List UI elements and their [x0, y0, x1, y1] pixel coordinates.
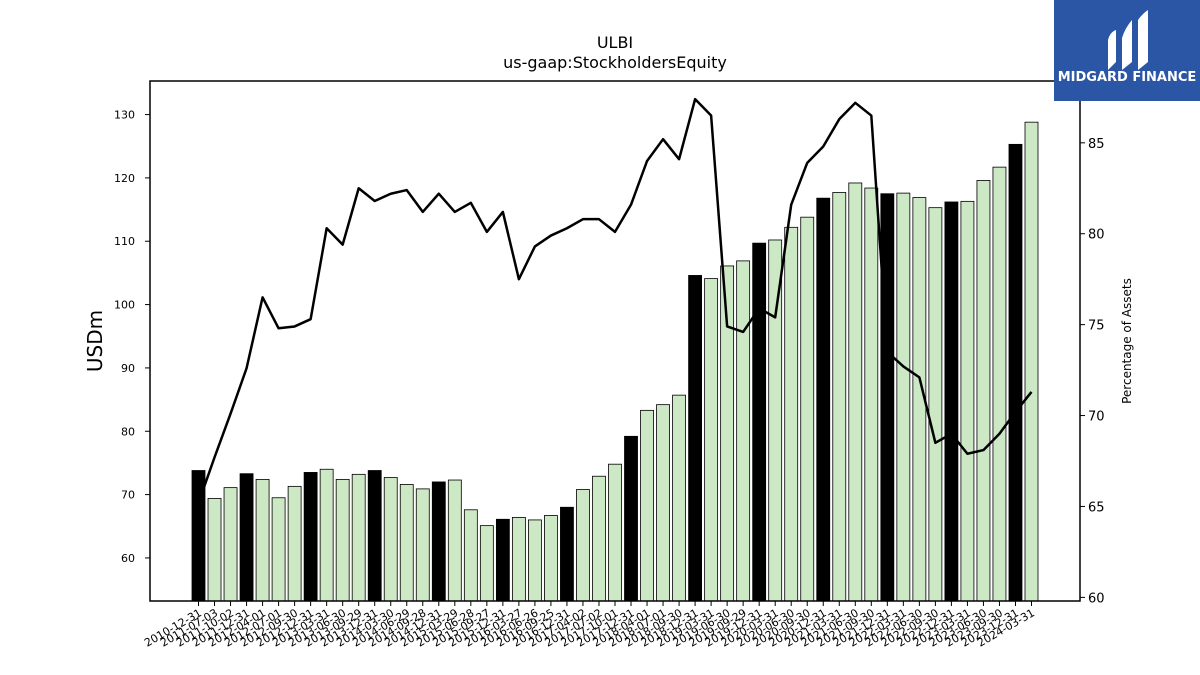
- logo-mark-icon: [1108, 10, 1148, 70]
- chart-subtitle: us-gaap:StockholdersEquity: [503, 53, 727, 72]
- y-tick-label-right: 80: [1088, 228, 1105, 243]
- bar-2021-03-31: [832, 192, 847, 602]
- bar-2020-12-31: [816, 197, 831, 602]
- bar-2011-12-31: [239, 473, 254, 602]
- bar-2017-07-02: [592, 475, 606, 602]
- bar-2015-12-31: [495, 518, 510, 602]
- y-tick-label-left: 80: [121, 425, 135, 438]
- bar-2018-07-01: [656, 404, 670, 602]
- y-tick-label-left: 120: [114, 172, 135, 185]
- y-axis-left-label: USDm: [83, 310, 107, 372]
- bar-2015-06-28: [463, 509, 478, 602]
- bar-2020-09-30: [800, 216, 815, 602]
- bar-2019-09-29: [736, 260, 751, 602]
- bar-2013-12-31: [367, 470, 382, 602]
- bar-2012-12-31: [303, 472, 318, 602]
- bar-2021-09-30: [864, 187, 879, 602]
- y-tick-label-left: 130: [114, 109, 135, 122]
- bar-2018-04-01: [640, 409, 654, 602]
- bar-2015-03-29: [447, 479, 462, 602]
- y-tick-label-right: 75: [1088, 319, 1105, 334]
- x-axis: 2010-12-312011-07-032011-10-022011-12-31…: [142, 601, 1037, 650]
- y-tick-label-left: 100: [114, 299, 135, 312]
- bar-2013-03-31: [319, 468, 334, 602]
- bar-2014-09-28: [415, 488, 430, 602]
- y-tick-label-right: 60: [1088, 591, 1105, 606]
- bar-2013-09-29: [351, 473, 366, 602]
- y-tick-label-right: 70: [1088, 410, 1105, 425]
- bar-2016-03-27: [511, 516, 526, 602]
- bar-2016-09-25: [544, 515, 558, 602]
- line-layer: [197, 97, 1033, 504]
- bar-2011-10-02: [223, 487, 238, 602]
- bar-2019-03-31: [704, 278, 719, 602]
- y-axis-right-label: Percentage of Assets: [1120, 278, 1134, 404]
- bar-2012-07-01: [271, 497, 286, 602]
- bar-2013-06-30: [335, 478, 350, 602]
- bar-2012-04-01: [255, 478, 270, 602]
- bar-2012-09-30: [287, 485, 302, 602]
- bar-2023-03-31: [960, 200, 975, 602]
- bar-2014-06-29: [399, 484, 414, 602]
- logo-text: MIDGARD FINANCE: [1058, 70, 1197, 85]
- bar-2021-12-31: [880, 193, 895, 602]
- bar-2023-09-30: [992, 166, 1007, 602]
- bar-2017-12-31: [624, 435, 638, 602]
- y-tick-label-left: 70: [121, 489, 135, 502]
- y-tick-label-right: 85: [1088, 137, 1105, 152]
- y-tick-label-left: 110: [114, 235, 135, 248]
- bar-2018-12-31: [688, 275, 702, 602]
- bar-layer: [191, 121, 1039, 602]
- bar-2017-04-02: [576, 489, 590, 602]
- bar-2014-12-31: [431, 481, 446, 602]
- y-tick-label-left: 60: [121, 552, 135, 565]
- percentage-of-assets-line: [197, 97, 1033, 504]
- bar-2022-03-31: [896, 192, 911, 602]
- y-axis-right: 60 65 70 75 80 85: [1080, 137, 1105, 606]
- y-tick-label-left: 90: [121, 362, 135, 375]
- y-tick-label-right: 65: [1088, 500, 1105, 515]
- bar-2018-09-30: [672, 394, 686, 602]
- bar-2022-09-30: [928, 207, 943, 602]
- bar-2015-09-27: [479, 525, 494, 602]
- bar-2020-06-30: [784, 226, 799, 602]
- bar-2016-12-31: [560, 506, 574, 602]
- bar-2011-07-03: [207, 497, 222, 602]
- bar-2016-06-26: [528, 519, 542, 602]
- bar-2019-12-31: [752, 242, 767, 602]
- bar-2014-03-30: [383, 477, 398, 602]
- bar-2017-10-01: [608, 463, 622, 602]
- bar-2023-06-30: [976, 180, 991, 602]
- bar-2022-12-31: [944, 201, 959, 602]
- bar-2024-03-31: [1024, 121, 1039, 602]
- bar-2021-06-30: [848, 182, 863, 602]
- bar-2023-12-31: [1008, 143, 1023, 602]
- chart-title: ULBI: [597, 33, 633, 52]
- y-axis-left: 60 70 80 90 100 110 120 130: [114, 109, 150, 565]
- midgard-finance-logo: MIDGARD FINANCE: [1054, 0, 1200, 101]
